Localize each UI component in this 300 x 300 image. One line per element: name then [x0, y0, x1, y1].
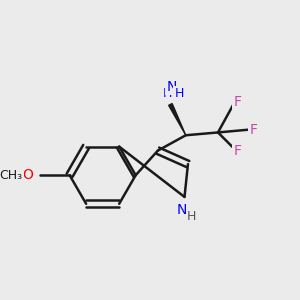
Text: N: N [176, 202, 187, 217]
Text: H: H [163, 87, 172, 100]
Text: H: H [175, 87, 184, 100]
Text: H: H [187, 210, 196, 223]
Text: O: O [22, 168, 33, 182]
Text: F: F [234, 95, 242, 109]
Text: CH₃: CH₃ [0, 169, 22, 182]
Text: F: F [234, 144, 242, 158]
Polygon shape [169, 103, 186, 135]
Text: F: F [250, 123, 258, 137]
Text: N: N [167, 80, 177, 94]
